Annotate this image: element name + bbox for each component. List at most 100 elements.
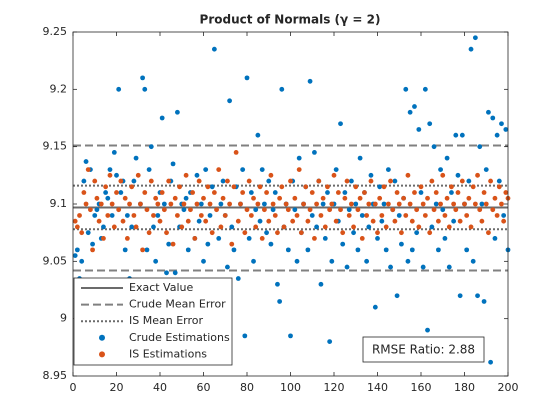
legend-label: IS Mean Error (129, 314, 203, 327)
point (175, 213, 180, 218)
point (412, 190, 417, 195)
point (396, 201, 402, 207)
point (488, 359, 493, 365)
point (207, 213, 213, 218)
legend-label: Crude Mean Error (129, 298, 226, 311)
point (377, 195, 383, 201)
point (309, 190, 315, 195)
point (433, 190, 439, 195)
point (268, 172, 274, 178)
point (425, 195, 430, 201)
point (305, 247, 311, 253)
point (366, 201, 372, 207)
point (353, 184, 359, 190)
point (418, 184, 424, 190)
point (292, 195, 298, 201)
point (349, 201, 354, 207)
point (457, 218, 463, 224)
y-tick-label: 9.1 (50, 197, 68, 210)
point (420, 201, 426, 207)
point (85, 167, 91, 173)
point (272, 213, 278, 218)
point (385, 201, 391, 207)
point (309, 213, 315, 218)
point (270, 201, 276, 207)
point (164, 270, 169, 276)
point (194, 172, 200, 178)
point (101, 236, 106, 241)
point (188, 207, 193, 213)
point (477, 207, 483, 213)
point (314, 224, 319, 230)
y-tick-label: 9.05 (43, 254, 68, 267)
x-tick-label: 60 (197, 381, 211, 394)
point (457, 293, 463, 299)
point (242, 333, 248, 339)
point (422, 213, 428, 218)
point (407, 109, 413, 115)
point (235, 276, 241, 281)
point (211, 190, 217, 195)
point (453, 207, 459, 213)
point (255, 132, 261, 138)
point (329, 201, 335, 207)
point (264, 230, 269, 236)
point (388, 178, 393, 184)
point (462, 201, 467, 207)
point (196, 218, 202, 224)
point (492, 195, 498, 201)
point (312, 236, 317, 241)
point (288, 178, 293, 184)
point (340, 241, 346, 247)
point (270, 207, 276, 213)
point (192, 236, 198, 241)
point (175, 109, 180, 115)
point (481, 190, 487, 195)
point (248, 190, 254, 195)
point (477, 144, 483, 150)
point (79, 230, 85, 236)
point (242, 230, 248, 236)
point (225, 264, 230, 270)
point (96, 218, 102, 224)
point (353, 201, 359, 207)
point (122, 195, 128, 201)
point (244, 75, 250, 81)
point (399, 230, 404, 236)
point (111, 224, 117, 230)
point (253, 207, 259, 213)
point (427, 230, 433, 236)
point (259, 167, 265, 173)
point (370, 218, 376, 224)
point (440, 207, 446, 213)
point (101, 224, 106, 230)
point (329, 258, 335, 264)
point (503, 190, 509, 195)
point (279, 184, 285, 190)
point (129, 184, 135, 190)
point (335, 190, 341, 195)
legend-label: Exact Value (129, 281, 193, 294)
point (129, 224, 135, 230)
point (262, 207, 267, 213)
point (475, 293, 480, 299)
point (464, 213, 470, 218)
point (190, 190, 196, 195)
point (168, 201, 174, 207)
point (142, 86, 148, 92)
point (446, 264, 452, 270)
point (429, 178, 435, 184)
point (305, 218, 311, 224)
point (392, 218, 398, 224)
point (364, 213, 370, 218)
point (440, 172, 446, 178)
point (320, 195, 326, 201)
point (470, 258, 476, 264)
point (277, 299, 283, 304)
x-tick-label: 0 (70, 381, 77, 394)
point (111, 150, 117, 155)
point (451, 218, 457, 224)
point (183, 172, 189, 178)
x-tick-label: 40 (153, 381, 167, 394)
point (161, 201, 167, 207)
